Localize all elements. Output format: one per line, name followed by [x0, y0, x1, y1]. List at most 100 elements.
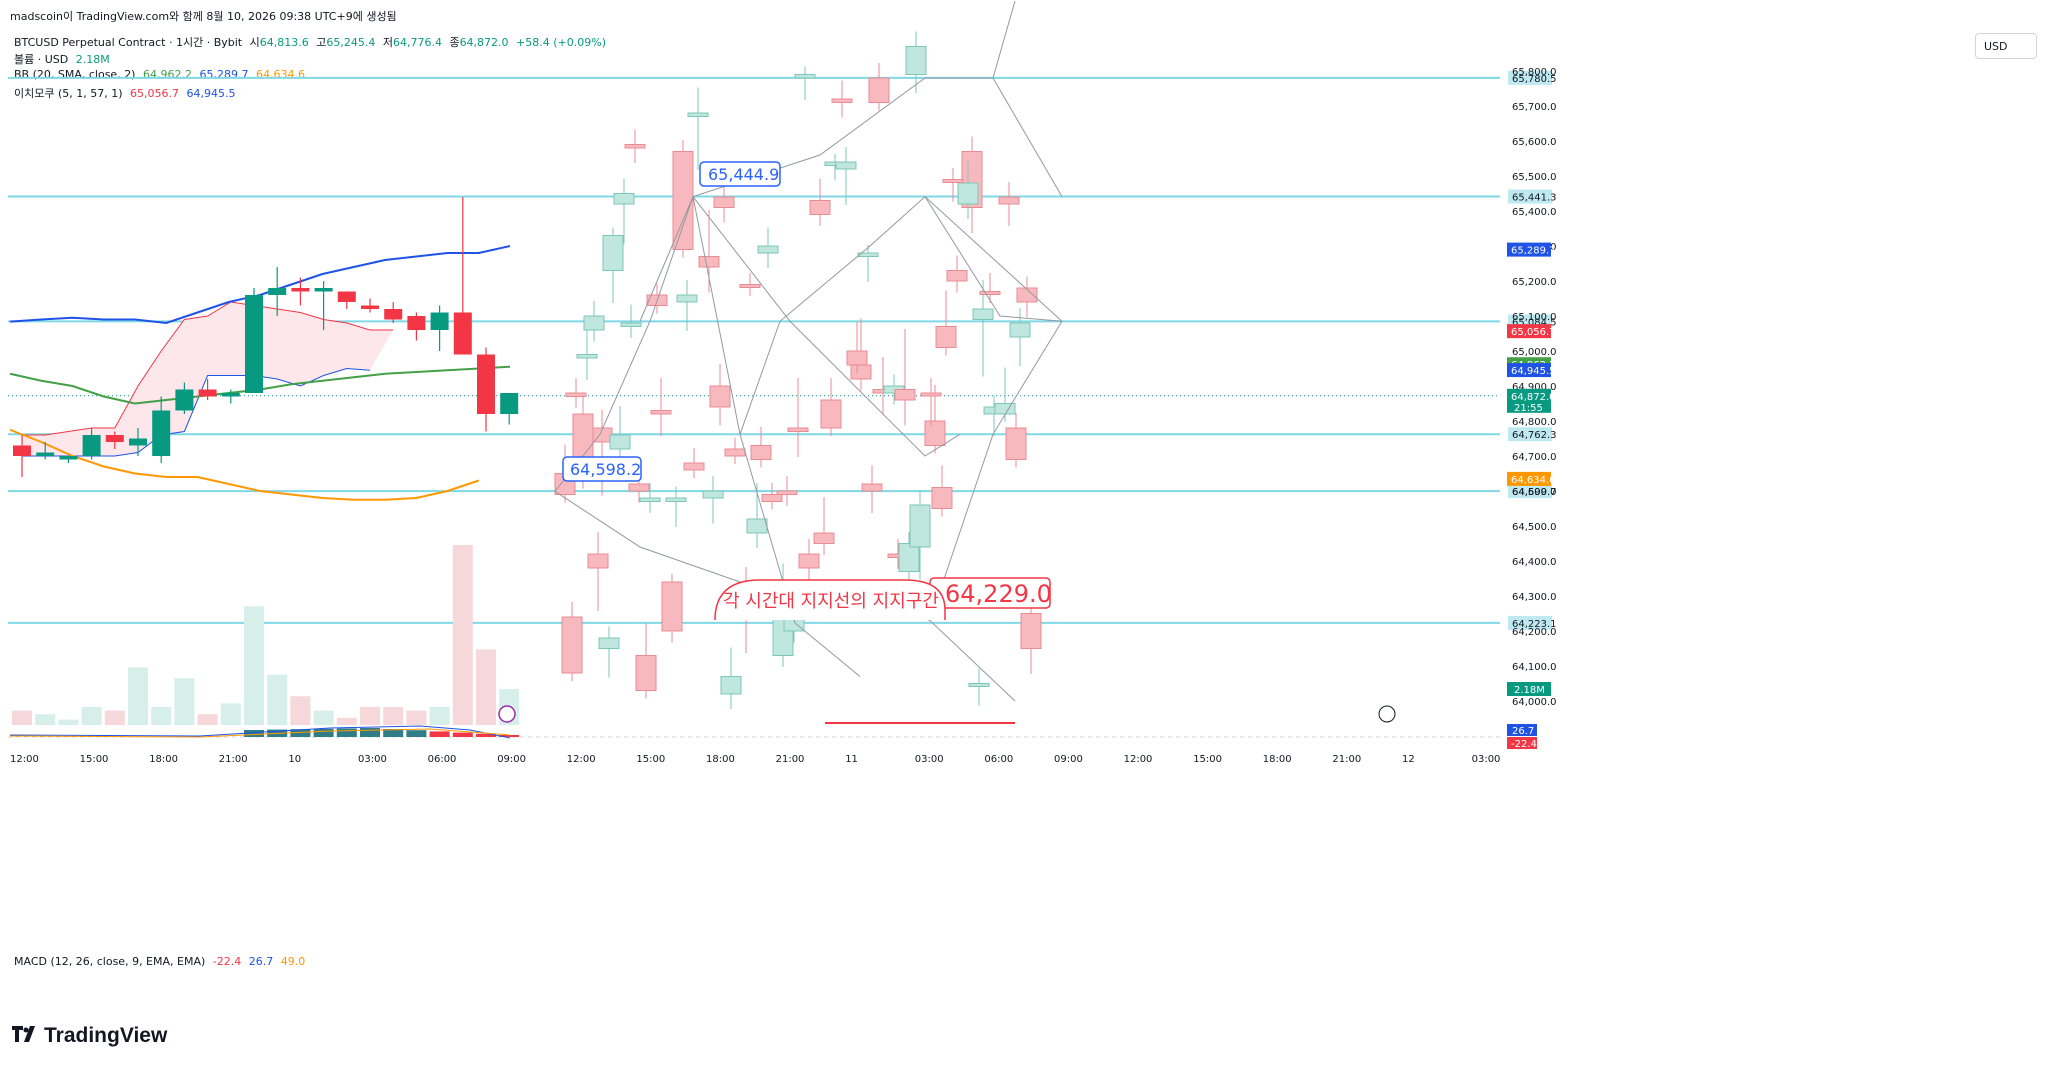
macd-pane: 26.7 -22.4	[8, 724, 1537, 750]
y-tick-label: 64,900.0	[1512, 382, 1557, 393]
macd-hist-bar	[452, 732, 473, 737]
price-badge-time: 21:55	[1514, 403, 1543, 414]
price-badge-bg	[1507, 363, 1551, 378]
macd-legend[interactable]: MACD (12, 26, close, 9, EMA, EMA) -22.4 …	[14, 955, 309, 968]
volume-bars: 2.18M	[12, 545, 1551, 725]
volume-bar	[313, 710, 334, 725]
ghost-candle	[1016, 287, 1038, 303]
y-tick-label: 64,700.0	[1512, 452, 1557, 463]
ghost-candle	[846, 350, 868, 366]
ghost-candle	[687, 112, 709, 117]
x-tick-label: 15:00	[636, 754, 665, 765]
ohlc-open: 64,813.6	[259, 36, 309, 49]
ghost-candle	[998, 196, 1020, 205]
ghost-candle	[598, 637, 620, 649]
x-tick-label: 18:00	[149, 754, 178, 765]
chart-caption: madscoin이 TradingView.com와 함께 8월 10, 202…	[10, 10, 397, 23]
volume-bar	[128, 667, 148, 725]
y-tick-label: 65,800.0	[1512, 67, 1557, 78]
candle-body	[82, 435, 101, 456]
support-lines	[8, 76, 1500, 624]
y-tick-label: 64,800.0	[1512, 417, 1557, 428]
volume-bar	[104, 710, 125, 725]
volume-bar	[12, 710, 32, 725]
y-tick-label: 64,500.0	[1512, 522, 1557, 533]
ohlc-change: +58.4 (+0.09%)	[516, 36, 606, 49]
ghost-candle	[894, 389, 916, 401]
y-tick-label: 64,000.0	[1512, 697, 1557, 708]
candle-body	[268, 288, 287, 295]
ghost-candle	[1009, 322, 1031, 338]
support-price-label: 64,599.7	[1512, 487, 1557, 498]
candle-body	[105, 435, 124, 442]
volume-bar	[244, 606, 264, 725]
ghost-candle	[661, 581, 683, 632]
macd-badge-b: -22.4	[1511, 739, 1537, 750]
macd-hist-bar	[429, 731, 450, 737]
price-badge-bg	[1507, 242, 1551, 257]
ghost-candle	[813, 532, 835, 544]
candle-body	[245, 295, 263, 393]
ghost-candle	[994, 403, 1016, 415]
currency-button[interactable]: USD	[1975, 33, 2037, 59]
volume-legend-label: 볼륨 · USD	[14, 53, 69, 66]
high-callout-box	[699, 161, 781, 187]
y-tick-label: 65,500.0	[1512, 172, 1557, 183]
price-badge-bg	[1507, 388, 1551, 413]
y-tick-label: 65,400.0	[1512, 207, 1557, 218]
ghost-candle	[602, 235, 624, 271]
support-price-tag	[1508, 427, 1552, 442]
x-tick-label: 09:00	[1054, 754, 1083, 765]
symbol-name[interactable]: BTCUSD Perpetual Contract · 1시간 · Bybit	[14, 36, 243, 49]
candle-body	[129, 438, 147, 446]
projected-candles	[554, 31, 1042, 709]
ghost-candle	[861, 483, 883, 492]
x-tick-label: 18:00	[1263, 754, 1292, 765]
ghost-candle	[583, 315, 605, 331]
macd-hist-bar	[336, 728, 357, 737]
symbol-legend[interactable]: BTCUSD Perpetual Contract · 1시간 · Bybit …	[14, 34, 610, 50]
ghost-candle	[676, 294, 698, 303]
candle-body	[152, 410, 171, 456]
x-tick-label: 10	[288, 754, 301, 765]
ghost-candle	[850, 364, 872, 380]
volume-bar	[290, 696, 311, 725]
candle-body	[198, 389, 217, 397]
y-tick-label: 65,100.0	[1512, 312, 1557, 323]
ghost-candle	[924, 420, 946, 446]
candle-body	[291, 288, 310, 292]
ghost-candle	[794, 74, 816, 79]
y-tick-label: 64,100.0	[1512, 662, 1557, 673]
macd-hist-bar	[244, 730, 264, 737]
price-badge-bg	[1507, 471, 1551, 486]
y-tick-label: 64,200.0	[1512, 627, 1557, 638]
ghost-candle	[672, 151, 694, 250]
candle-body	[13, 445, 31, 456]
x-tick-label: 11	[845, 754, 858, 765]
support-price-tag	[1508, 70, 1552, 85]
support-price-label: 65,084.5	[1512, 317, 1557, 328]
ghost-candle	[761, 494, 783, 502]
volume-bar	[452, 545, 473, 725]
y-tick-label: 64,400.0	[1512, 557, 1557, 568]
bb-lower-line	[9, 428, 480, 501]
support-price-tag	[1508, 615, 1552, 630]
support-price-label: 64,762.3	[1512, 430, 1557, 441]
x-tick-label: 18:00	[706, 754, 735, 765]
candle-body	[175, 389, 194, 411]
ichimoku-legend[interactable]: 이치모쿠 (5, 1, 57, 1) 65,056.7 64,945.5	[14, 85, 240, 101]
y-tick-label: 65,700.0	[1512, 102, 1557, 113]
macd-badge-a: 26.7	[1512, 726, 1534, 737]
macd-badge-b-bg	[1507, 737, 1537, 749]
ghost-candle	[898, 543, 920, 572]
ohlc-high-label: 고	[316, 36, 327, 49]
alert-icon	[498, 705, 516, 723]
x-tick-label: 12:00	[10, 754, 39, 765]
ghost-candle	[565, 392, 587, 397]
macd-legend-label: MACD (12, 26, close, 9, EMA, EMA)	[14, 955, 206, 968]
ghost-candle	[665, 497, 687, 502]
volume-legend[interactable]: 볼륨 · USD 2.18M	[14, 51, 114, 67]
tradingview-brand[interactable]: TradingView	[12, 1024, 167, 1048]
volume-legend-value: 2.18M	[75, 53, 110, 66]
